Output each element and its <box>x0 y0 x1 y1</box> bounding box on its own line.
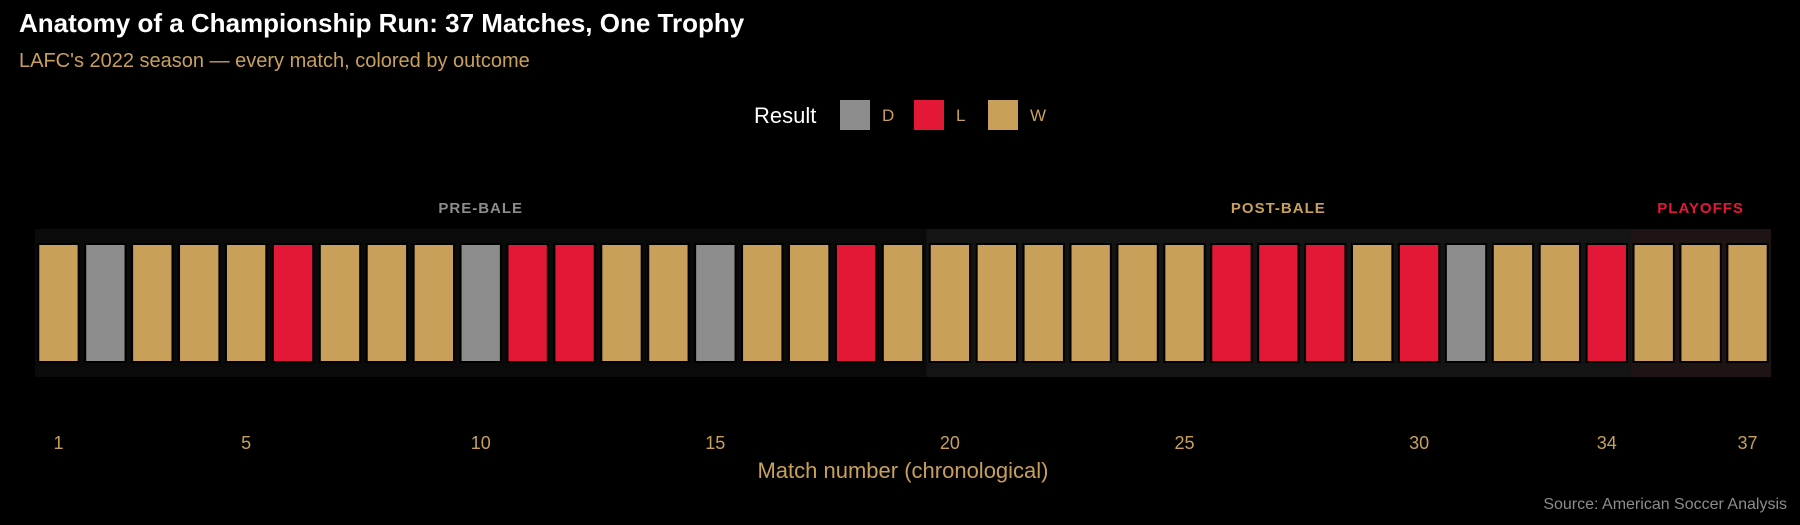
match-bar-29: Match 29: W <box>1351 243 1394 363</box>
match-bar-17: Match 17: W <box>787 243 831 363</box>
x-tick-label-25: 25 <box>1174 433 1194 453</box>
match-bar-15: Match 15: D <box>694 243 737 363</box>
match-bar-10: Match 10: D <box>459 243 502 363</box>
match-bar-19: Match 19: W <box>881 243 925 363</box>
match-bar-4: Match 4: W <box>178 243 221 363</box>
chart-caption: Source: American Soccer Analysis <box>1543 496 1787 513</box>
match-bar-28: Match 28: L <box>1304 243 1347 363</box>
match-bar-1: Match 1: W <box>37 243 80 363</box>
legend-label-d: D <box>882 106 894 125</box>
x-axis-ticks: 1 5 10 15 20 25 30 34 37 <box>53 433 1757 453</box>
match-bar-9: Match 9: W <box>412 243 455 363</box>
match-bar-23: Match 23: W <box>1069 243 1112 363</box>
match-bar-7: Match 7: W <box>318 243 362 363</box>
match-bar-25: Match 25: W <box>1163 243 1206 363</box>
match-bar-11: Match 11: L <box>506 243 549 363</box>
legend-key-w <box>988 100 1018 130</box>
era-labels: PRE-BALE POST-BALE PLAYOFFS <box>438 200 1744 217</box>
x-tick-label-37: 37 <box>1738 433 1758 453</box>
match-bar-13: Match 13: W <box>600 243 643 363</box>
x-tick-label-20: 20 <box>940 433 960 453</box>
x-tick-label-1: 1 <box>53 433 63 453</box>
match-bar-32: Match 32: W <box>1491 243 1535 363</box>
era-label-post-bale: POST-BALE <box>1231 200 1326 217</box>
match-bar-30: Match 30: L <box>1397 243 1441 363</box>
match-bar-31: Match 31: D <box>1444 243 1488 363</box>
match-bar-22: Match 22: W <box>1022 243 1065 363</box>
legend: Result D L W <box>754 100 1046 130</box>
match-bar-6: Match 6: L <box>271 243 315 363</box>
legend-label-w: W <box>1030 106 1046 125</box>
match-bar-5: Match 5: W <box>224 243 268 363</box>
x-tick-label-10: 10 <box>471 433 491 453</box>
match-bar-2: Match 2: D <box>84 243 127 363</box>
match-bar-12: Match 12: L <box>553 243 596 363</box>
match-bar-21: Match 21: W <box>975 243 1019 363</box>
legend-label-l: L <box>956 106 965 125</box>
legend-key-d <box>840 100 870 130</box>
match-bar-33: Match 33: W <box>1538 243 1582 363</box>
match-bar-24: Match 24: W <box>1116 243 1159 363</box>
match-bar-3: Match 3: W <box>131 243 174 363</box>
match-bar-14: Match 14: W <box>647 243 690 363</box>
chart-title: Anatomy of a Championship Run: 37 Matche… <box>19 8 745 38</box>
match-bar-8: Match 8: W <box>365 243 409 363</box>
chart-subtitle: LAFC's 2022 season — every match, colore… <box>19 50 530 72</box>
x-axis-label: Match number (chronological) <box>757 458 1048 483</box>
x-tick-label-5: 5 <box>241 433 251 453</box>
match-bar-36: Match 36: W <box>1679 243 1722 363</box>
match-bar-26: Match 26: L <box>1210 243 1253 363</box>
match-bar-35: Match 35: W <box>1632 243 1675 363</box>
match-bar-20: Match 20: W <box>928 243 972 363</box>
era-label-pre-bale: PRE-BALE <box>438 200 523 217</box>
x-tick-label-30: 30 <box>1409 433 1429 453</box>
x-tick-label-15: 15 <box>705 433 725 453</box>
legend-key-l <box>914 100 944 130</box>
match-bar-34: Match 34: L <box>1585 243 1628 363</box>
match-bar-16: Match 16: W <box>741 243 784 363</box>
match-bars: Match 1: WMatch 2: DMatch 3: WMatch 4: W… <box>37 243 1769 363</box>
match-bar-37: Match 37: W <box>1726 243 1769 363</box>
match-bar-18: Match 18: L <box>834 243 878 363</box>
x-tick-label-34: 34 <box>1597 433 1617 453</box>
match-bar-27: Match 27: L <box>1257 243 1300 363</box>
legend-title: Result <box>754 103 816 128</box>
era-label-playoffs: PLAYOFFS <box>1657 200 1744 217</box>
